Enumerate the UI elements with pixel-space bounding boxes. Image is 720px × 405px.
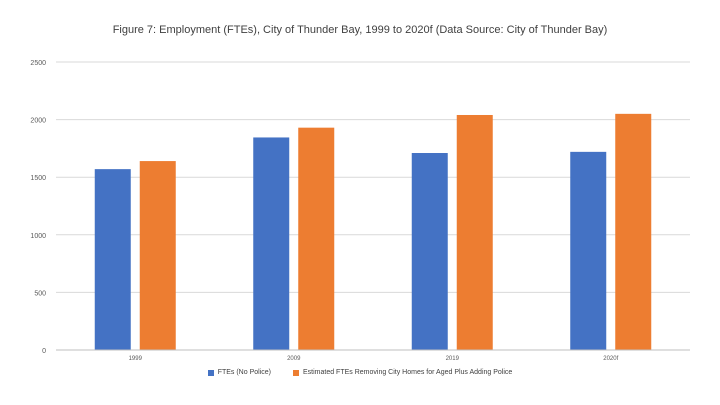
y-tick-label: 2000 [30,118,46,125]
bar-series-2 [298,127,335,350]
y-tick-label: 500 [34,290,46,297]
bar-series-2 [139,161,176,350]
x-tick-label: 1999 [129,356,143,362]
legend: FTEs (No Police) Estimated FTEs Removing… [0,369,720,376]
bar-series-1 [253,137,290,350]
legend-item-series-1: FTEs (No Police) [207,369,271,376]
legend-swatch-series-2 [292,369,299,376]
legend-item-series-2: Estimated FTEs Removing City Homes for A… [292,369,513,376]
bar-series-2 [456,114,493,350]
y-tick-label: 1000 [30,233,46,240]
legend-swatch-series-1 [207,369,214,376]
bar-series-2 [615,113,652,350]
x-tick-label: 2009 [287,356,301,362]
y-tick-label: 2500 [30,60,46,67]
y-tick-label: 1500 [30,175,46,182]
legend-label-series-2: Estimated FTEs Removing City Homes for A… [302,369,513,376]
bar-series-1 [411,153,448,350]
x-tick-label: 2019 [446,356,460,362]
x-tick-label: 2020f [603,356,618,362]
legend-label-series-1: FTEs (No Police) [217,369,271,376]
chart-title: Figure 7: Employment (FTEs), City of Thu… [112,24,608,36]
y-tick-label: 0 [42,348,46,355]
bar-series-1 [94,169,131,350]
bar-series-1 [570,151,607,350]
